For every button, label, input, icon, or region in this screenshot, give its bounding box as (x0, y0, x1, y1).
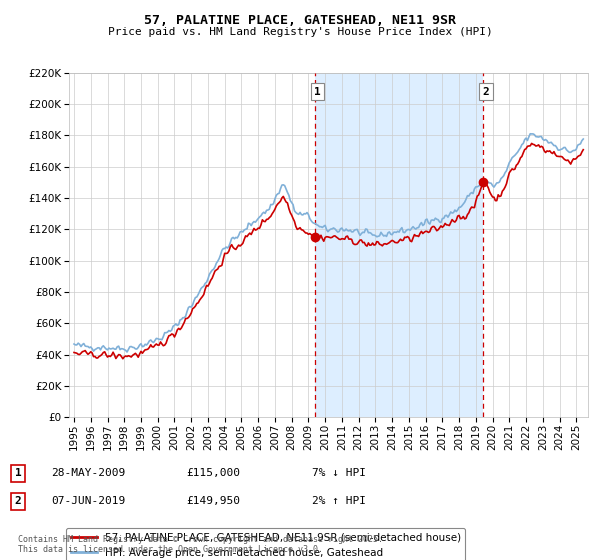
Text: £149,950: £149,950 (186, 496, 240, 506)
Text: Price paid vs. HM Land Registry's House Price Index (HPI): Price paid vs. HM Land Registry's House … (107, 27, 493, 37)
Text: 7% ↓ HPI: 7% ↓ HPI (312, 468, 366, 478)
Legend: 57, PALATINE PLACE, GATESHEAD, NE11 9SR (semi-detached house), HPI: Average pric: 57, PALATINE PLACE, GATESHEAD, NE11 9SR … (67, 528, 465, 560)
Text: 2% ↑ HPI: 2% ↑ HPI (312, 496, 366, 506)
Text: 57, PALATINE PLACE, GATESHEAD, NE11 9SR: 57, PALATINE PLACE, GATESHEAD, NE11 9SR (144, 14, 456, 27)
Text: 1: 1 (14, 468, 22, 478)
Text: 2: 2 (482, 87, 489, 96)
Text: 1: 1 (314, 87, 321, 96)
Text: £115,000: £115,000 (186, 468, 240, 478)
Bar (315, 73, 484, 417)
Text: 07-JUN-2019: 07-JUN-2019 (51, 496, 125, 506)
Text: 2: 2 (14, 496, 22, 506)
Text: 28-MAY-2009: 28-MAY-2009 (51, 468, 125, 478)
Text: Contains HM Land Registry data © Crown copyright and database right 2025.
This d: Contains HM Land Registry data © Crown c… (18, 535, 383, 554)
